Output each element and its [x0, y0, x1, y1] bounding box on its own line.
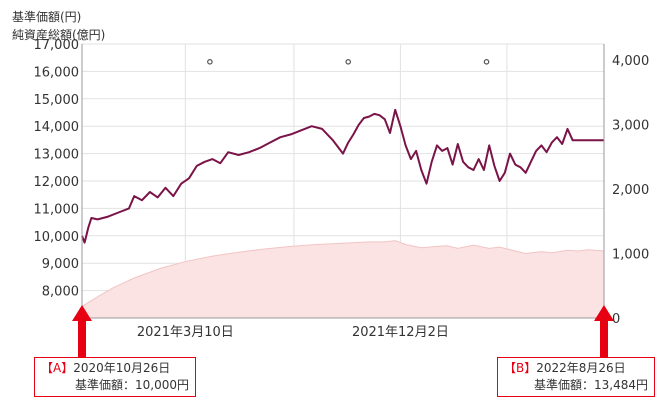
- y-tick-label: 10,000: [34, 230, 80, 245]
- arrow-head: [72, 305, 92, 321]
- callout-end: 【B】2022年8月26日 基準価額：13,484円: [497, 357, 655, 397]
- left-axis-title-line1: 基準価額(円): [12, 9, 81, 24]
- y2-tick-label: 3,000: [612, 119, 649, 134]
- y-tick-label: 9,000: [42, 257, 79, 272]
- arrow-shaft: [600, 321, 608, 357]
- nav-line: [81, 108, 604, 244]
- arrow-head: [594, 305, 614, 321]
- y-tick-label: 14,000: [34, 120, 80, 135]
- y-tick-label: 15,000: [34, 93, 80, 108]
- x-tick-label: 2021年12月2日: [352, 325, 449, 340]
- arrows: [72, 305, 614, 357]
- x-tick-label: 2021年3月10日: [137, 325, 234, 340]
- event-markers: [207, 59, 490, 65]
- arrow-end: [594, 305, 614, 357]
- left-axis-title-line2: 純資産総額(億円): [12, 27, 105, 42]
- callout-end-tag: 【B】: [504, 361, 537, 375]
- axes: 17,000 16,000 15,000 14,000 13,000 12,000 11,0…: [34, 38, 650, 340]
- callout-start-date: 2020年10月26日: [73, 361, 171, 375]
- arrow-shaft: [78, 321, 86, 357]
- callout-start-price: 基準価額：10,000円: [75, 378, 189, 392]
- y2-tick-label: 2,000: [612, 183, 649, 198]
- event-marker: [207, 59, 213, 65]
- aum-area-layer: [81, 240, 605, 319]
- y2-tick-label: 1,000: [612, 248, 649, 263]
- event-marker: [345, 59, 352, 65]
- y-tick-label: 8,000: [42, 285, 79, 300]
- nav-line-layer: [81, 108, 604, 244]
- y-tick-label: 12,000: [34, 175, 80, 190]
- arrow-start: [72, 305, 92, 357]
- y2-tick-label: 4,000: [612, 54, 649, 69]
- callout-end-price: 基準価額：13,484円: [534, 378, 648, 392]
- y-tick-label: 16,000: [34, 65, 80, 80]
- callout-start-tag: 【A】: [41, 361, 74, 375]
- y-tick-label: 13,000: [34, 148, 80, 163]
- callout-end-date: 2022年8月26日: [536, 361, 626, 375]
- y-tick-label: 17,000: [34, 38, 80, 53]
- event-marker: [483, 59, 490, 65]
- y2-tick-label: 0: [612, 312, 620, 327]
- callout-start: 【A】2020年10月26日 基準価額：10,000円: [34, 357, 196, 397]
- y-tick-label: 11,000: [34, 202, 80, 217]
- aum-area: [81, 240, 605, 319]
